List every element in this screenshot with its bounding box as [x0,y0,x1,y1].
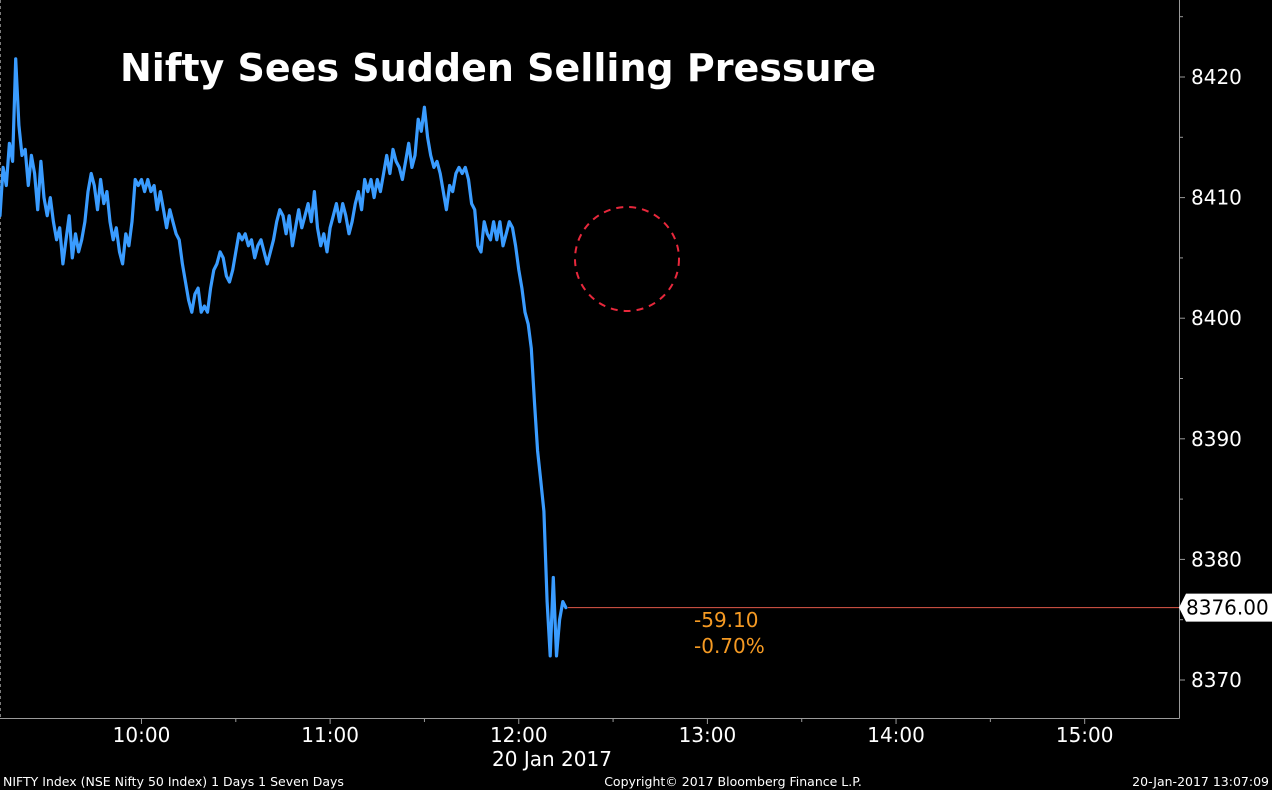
price-line [0,57,568,658]
last-price-tag-shape [1179,593,1272,622]
y-tick-label: 8410 [1191,186,1242,210]
chart-title: Nifty Sees Sudden Selling Pressure [120,46,876,90]
x-tick-label: 13:00 [679,723,737,747]
footer-copyright: Copyright© 2017 Bloomberg Finance L.P. [604,774,862,789]
x-tick-label: 12:00 [490,723,548,747]
highlight-circle [574,206,680,312]
date-label: 20 Jan 2017 [492,747,612,771]
change-value-label: -59.10 [694,608,758,632]
y-axis-ticks: 8420 8410 8400 8390 8380 8370 [1179,16,1242,692]
y-tick-label: 8400 [1191,306,1242,330]
y-tick-label: 8370 [1191,668,1242,692]
y-tick-label: 8380 [1191,547,1242,571]
y-tick-label: 8390 [1191,427,1242,451]
x-tick-label: 10:00 [113,723,171,747]
change-percent-label: -0.70% [694,634,765,658]
footer-timestamp: 20-Jan-2017 13:07:09 [1132,774,1269,789]
x-axis-ticks: 10:00 11:00 12:00 13:00 14:00 15:00 [113,718,1114,747]
footer-security: NIFTY Index (NSE Nifty 50 Index) 1 Days … [3,774,344,789]
x-tick-label: 14:00 [867,723,925,747]
y-tick-label: 8420 [1191,65,1242,89]
last-price-tag-text: 8376.00 [1186,596,1269,620]
x-tick-label: 11:00 [301,723,359,747]
x-tick-label: 15:00 [1056,723,1114,747]
last-price-tag: 8376.00 [1179,593,1272,622]
